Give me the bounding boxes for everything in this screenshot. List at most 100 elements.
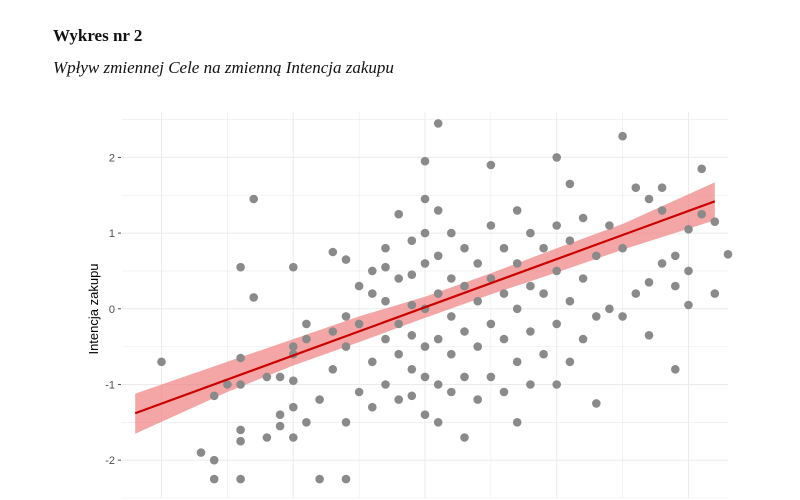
- scatter-point: [302, 319, 311, 329]
- scatter-point: [236, 380, 245, 389]
- scatter-point: [447, 349, 456, 359]
- scatter-point: [526, 380, 535, 389]
- scatter-point: [407, 236, 417, 245]
- scatter-point: [539, 243, 548, 253]
- scatter-point: [539, 349, 548, 359]
- scatter-point: [565, 296, 575, 306]
- scatter-point: [420, 372, 430, 382]
- scatter-point: [512, 418, 522, 427]
- scatter-point: [565, 179, 575, 189]
- scatter-point: [499, 387, 509, 397]
- scatter-point: [657, 206, 667, 215]
- scatter-point: [618, 131, 627, 141]
- scatter-point: [512, 304, 522, 314]
- scatter-point: [289, 433, 298, 442]
- scatter-point: [328, 247, 338, 257]
- scatter-point: [526, 327, 535, 336]
- scatter-point: [407, 300, 417, 310]
- scatter-point: [473, 296, 483, 306]
- scatter-point: [236, 262, 245, 272]
- scatter-point: [420, 194, 430, 204]
- scatter-point: [592, 251, 601, 261]
- y-tick-label: -2: [105, 455, 115, 467]
- scatter-point: [394, 209, 404, 219]
- scatter-point: [381, 334, 390, 344]
- scatter-point: [289, 402, 298, 412]
- scatter-point: [381, 380, 390, 389]
- scatter-point: [249, 293, 258, 302]
- scatter-point: [407, 331, 417, 340]
- scatter-point: [671, 365, 680, 374]
- scatter-point: [592, 312, 601, 321]
- y-axis-title: Intencja zakupu: [86, 263, 101, 354]
- scatter-point: [539, 289, 548, 298]
- scatter-point: [420, 259, 430, 268]
- scatter-point: [249, 194, 258, 204]
- scatter-point: [341, 255, 351, 264]
- scatter-point: [499, 334, 509, 344]
- scatter-point: [381, 296, 390, 306]
- scatter-point: [552, 221, 561, 230]
- scatter-point: [657, 183, 667, 192]
- scatter-point: [565, 357, 575, 367]
- scatter-point: [157, 357, 166, 367]
- scatter-point: [697, 209, 706, 219]
- scatter-point: [552, 380, 561, 389]
- scatter-point: [605, 221, 614, 230]
- scatter-point: [552, 153, 561, 162]
- scatter-point: [512, 259, 522, 268]
- scatter-point: [578, 274, 588, 283]
- scatter-point: [526, 228, 535, 238]
- scatter-point: [433, 119, 443, 128]
- scatter-point: [447, 228, 456, 238]
- scatter-point: [684, 266, 693, 276]
- scatter-point: [368, 289, 377, 298]
- scatter-point: [578, 213, 588, 223]
- scatter-point: [460, 372, 469, 382]
- scatter-point: [368, 357, 377, 367]
- scatter-point: [433, 206, 443, 215]
- scatter-point: [302, 334, 311, 344]
- scatter-point: [209, 455, 219, 465]
- scatter-point: [447, 274, 456, 283]
- scatter-point: [512, 206, 522, 215]
- scatter-point: [433, 251, 443, 261]
- scatter-point: [433, 380, 443, 389]
- scatter-point: [275, 421, 285, 431]
- figure-number: Wykres nr 2: [53, 26, 143, 45]
- scatter-point: [381, 243, 390, 253]
- scatter-point: [605, 304, 614, 314]
- scatter-point: [407, 270, 417, 280]
- scatter-point: [657, 259, 667, 268]
- scatter-point: [289, 342, 298, 351]
- scatter-point: [394, 319, 404, 329]
- scatter-point: [223, 380, 232, 389]
- scatter-point: [302, 418, 311, 427]
- scatter-point: [565, 236, 575, 245]
- scatter-point: [315, 474, 324, 484]
- scatter-point: [328, 327, 338, 336]
- scatter-point: [684, 225, 693, 234]
- scatter-point: [236, 436, 245, 446]
- scatter-point: [209, 474, 219, 484]
- scatter-point: [394, 349, 404, 359]
- scatter-point: [354, 387, 364, 397]
- scatter-point: [473, 342, 483, 351]
- scatter-point: [552, 319, 561, 329]
- scatter-point: [447, 387, 456, 397]
- y-tick-label: 2: [109, 152, 115, 164]
- data-points: [157, 119, 733, 484]
- scatter-point: [473, 395, 483, 404]
- scatter-point: [460, 281, 469, 291]
- scatter-point: [512, 357, 522, 367]
- scatter-point: [671, 281, 680, 291]
- scatter-point: [460, 243, 469, 253]
- y-tick-label: 1: [109, 228, 115, 240]
- scatter-point: [236, 353, 245, 363]
- scatter-point: [433, 334, 443, 344]
- scatter-point: [499, 289, 509, 298]
- scatter-point: [618, 243, 627, 253]
- scatter-point: [354, 319, 364, 329]
- scatter-point: [486, 319, 496, 329]
